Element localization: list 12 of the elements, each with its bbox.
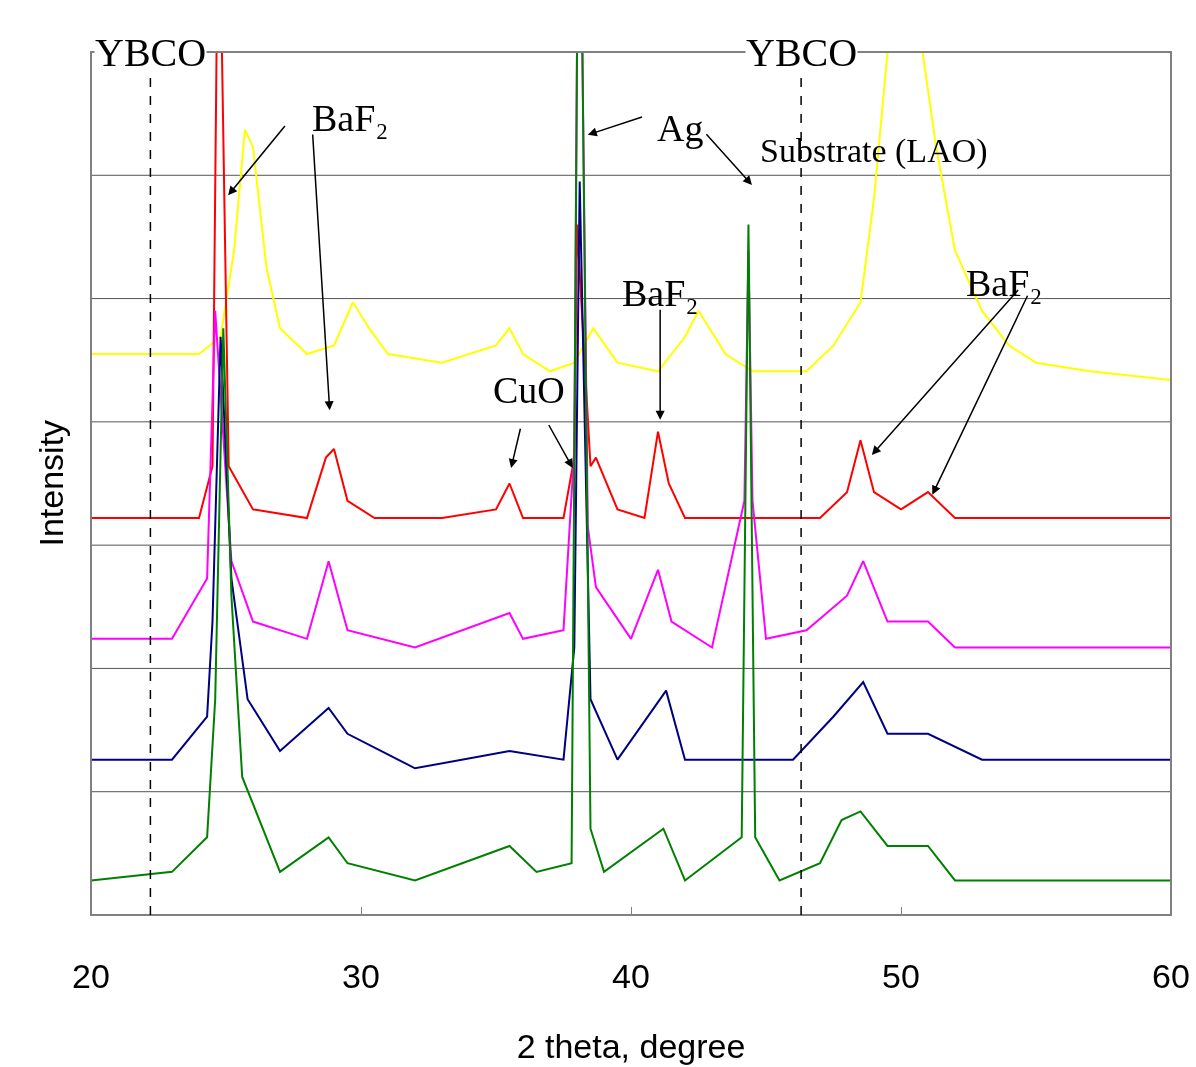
y-axis-title: Intensity — [31, 419, 70, 547]
annotation: CuO — [493, 369, 565, 411]
x-tick-label: 60 — [1152, 957, 1190, 995]
annotation: BaF₂ — [312, 97, 389, 139]
x-tick-label: 40 — [612, 957, 650, 995]
x-tick-label: 20 — [72, 957, 110, 995]
annotation: Ag — [657, 107, 704, 149]
ref-line-label: YBCO — [95, 30, 207, 75]
x-tick-label: 30 — [342, 957, 380, 995]
x-axis-title: 2 theta, degree — [516, 1027, 746, 1066]
ref-line-label: YBCO — [746, 30, 858, 75]
x-tick-label: 50 — [882, 957, 920, 995]
